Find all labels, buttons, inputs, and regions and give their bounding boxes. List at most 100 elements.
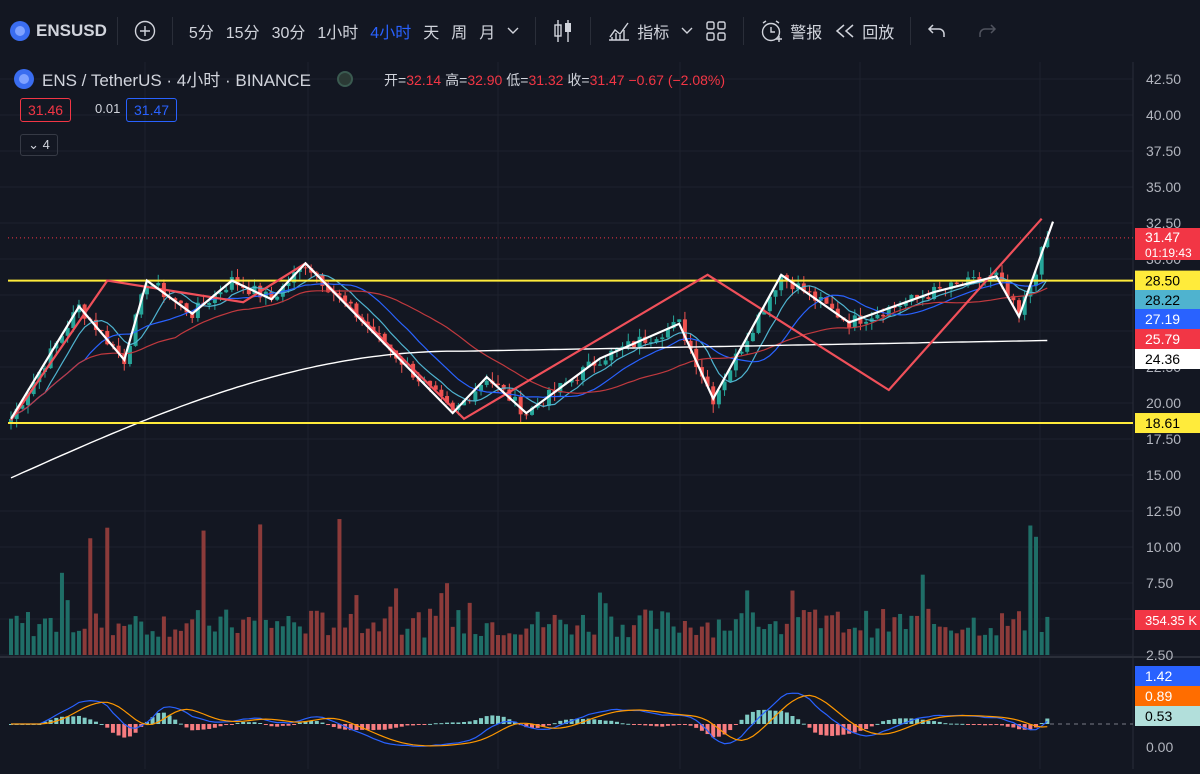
candle-body (767, 296, 772, 312)
current-price-value: 31.47 (1145, 229, 1180, 245)
undo-button[interactable] (921, 23, 953, 39)
macd-histogram-bar (858, 724, 863, 731)
indicators-menu-button[interactable] (675, 27, 699, 35)
macd-histogram-bar (688, 724, 693, 726)
candle-body (818, 296, 823, 301)
macd-histogram-bar (841, 724, 846, 735)
alert-button[interactable]: 警报 (754, 19, 828, 43)
volume-bar (462, 633, 467, 655)
interval-15m[interactable]: 15分 (225, 25, 260, 42)
close-value: 31.47 (589, 72, 625, 88)
volume-bar (365, 628, 370, 655)
interval-menu-button[interactable] (501, 27, 525, 35)
indicators-collapse-button[interactable]: ⌄ 4 (20, 134, 58, 156)
candle-body (48, 348, 53, 369)
macd-histogram-bar (377, 724, 382, 730)
macd-histogram-bar (309, 720, 314, 724)
divider (535, 17, 537, 45)
candle-body (949, 282, 954, 290)
volume-bar (688, 627, 693, 655)
volume-bar (648, 610, 653, 655)
volume-bar (932, 623, 937, 655)
ma-value-label: 27.19 (1145, 311, 1180, 327)
macd-histogram-bar (784, 712, 789, 724)
candle-body (1028, 285, 1033, 297)
interval-4h[interactable]: 4小时 (370, 25, 412, 42)
candle-body (915, 294, 920, 298)
undo-icon (928, 24, 946, 37)
macd-histogram-bar (807, 724, 812, 728)
volume-bar (167, 636, 172, 655)
symbol-selector[interactable]: ENSUSD (0, 21, 107, 41)
chart-area[interactable]: 42.5040.0037.5035.0032.5030.0027.5025.00… (0, 62, 1200, 769)
macd-histogram-bar (184, 724, 189, 728)
interval-1d[interactable]: 天 (423, 25, 440, 42)
price-axis-label: 12.50 (1146, 503, 1181, 519)
sell-price-button[interactable]: 31.46 (20, 98, 72, 122)
macd-histogram-bar (371, 724, 376, 731)
zigzag-white-line[interactable] (10, 221, 1055, 420)
macd-histogram-bar (416, 724, 421, 726)
price-chart[interactable]: 42.5040.0037.5035.0032.5030.0027.5025.00… (0, 62, 1200, 769)
volume-bar (626, 637, 631, 655)
volume-bar (371, 622, 376, 655)
current-price-tag[interactable] (1135, 228, 1200, 260)
macd-histogram-bar (586, 718, 591, 724)
volume-bar (411, 618, 416, 655)
macd-value-label: 1.42 (1145, 668, 1172, 684)
volume-bar (190, 619, 195, 655)
volume-bar (269, 627, 274, 655)
volume-bar (835, 611, 840, 655)
add-symbol-button[interactable] (128, 20, 162, 42)
macd-histogram-bar (705, 724, 710, 735)
macd-histogram-bar (563, 719, 568, 724)
layout-button[interactable] (699, 20, 733, 42)
macd-histogram-bar (983, 724, 988, 726)
open-label: 开= (384, 72, 407, 88)
candle-body (1017, 300, 1022, 315)
price-axis-label: 37.50 (1146, 143, 1181, 159)
ens-logo-icon (10, 21, 30, 41)
market-status-icon[interactable] (336, 70, 353, 87)
candle-body (518, 396, 523, 415)
macd-histogram-bar (671, 724, 676, 726)
chart-type-button[interactable] (546, 19, 580, 43)
zigzag-red-line[interactable] (10, 217, 1043, 421)
ma-value-label: 25.79 (1145, 331, 1180, 347)
volume-bar (575, 625, 580, 655)
chart-legend: ENS / TetherUS · 4小时 · BINANCE (14, 66, 353, 91)
indicator-count: 4 (42, 137, 50, 152)
volume-bar (801, 610, 806, 655)
volume-bar (665, 612, 670, 655)
replay-button[interactable]: 回放 (828, 19, 900, 43)
candle-body (1000, 272, 1005, 281)
buy-price-button[interactable]: 31.47 (126, 98, 178, 122)
candle-body (722, 381, 727, 391)
macd-histogram-bar (467, 721, 472, 724)
volume-bar (886, 631, 891, 655)
macd-histogram-bar (609, 720, 614, 724)
volume-bar (756, 626, 761, 655)
interval-1h[interactable]: 1小时 (317, 25, 359, 42)
volume-bar (161, 616, 166, 655)
volume-bar (903, 629, 908, 655)
interval-5m[interactable]: 5分 (188, 25, 214, 42)
macd-histogram-bar (926, 720, 931, 724)
rewind-icon (836, 24, 854, 38)
volume-bar (847, 629, 852, 655)
interval-1w[interactable]: 周 (451, 25, 468, 42)
redo-button[interactable] (971, 23, 1003, 39)
volume-bar (1028, 525, 1033, 655)
volume-bar (750, 612, 755, 655)
candle-body (1005, 280, 1010, 296)
volume-bar (1011, 619, 1016, 655)
interval-1m[interactable]: 月 (479, 25, 496, 42)
indicators-button[interactable]: 指标 (601, 19, 675, 43)
interval-30m[interactable]: 30分 (271, 25, 306, 42)
volume-bar (524, 628, 529, 655)
volume-bar (943, 627, 948, 655)
candle-body (1039, 247, 1044, 275)
macd-histogram-bar (779, 710, 784, 724)
candle-body (898, 305, 903, 308)
macd-histogram-bar (303, 721, 308, 724)
